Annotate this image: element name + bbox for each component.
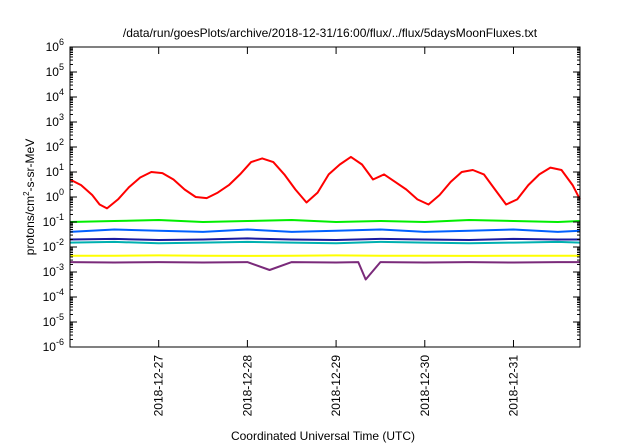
y-tick-label: 106 <box>46 37 64 54</box>
y-tick-label: 102 <box>46 137 64 154</box>
y-axis-label-base: protons/cm <box>23 196 37 255</box>
series-line <box>69 219 581 223</box>
plot-frame <box>69 46 581 348</box>
chart-title: /data/run/goesPlots/archive/2018-12-31/1… <box>123 26 538 40</box>
y-tick-label: 10-5 <box>43 312 64 329</box>
series-line <box>69 261 580 281</box>
y-tick-label: 105 <box>46 62 64 79</box>
y-tick-label: 101 <box>46 162 64 179</box>
x-axis: 2018-12-27 2018-12-28 2018-12-29 2018-12-30… <box>152 47 520 417</box>
series-line <box>69 240 581 245</box>
series-line <box>69 155 581 210</box>
y-axis-label: protons/cm2-s-sr-MeV <box>22 139 37 255</box>
y-axis: 10-6 10-5 10-4 10-3 10-2 10-1 100 101 102 103 104 1… <box>43 37 580 354</box>
x-tick-label: 2018-12-30 <box>418 355 432 417</box>
series-line <box>69 228 581 233</box>
x-tick-label: 2018-12-27 <box>152 355 166 417</box>
y-tick-label: 103 <box>46 112 64 129</box>
x-tick-label: 2018-12-31 <box>506 355 520 417</box>
x-tick-label: 2018-12-28 <box>240 355 254 417</box>
series-layer <box>69 155 581 281</box>
series-line <box>70 254 580 257</box>
y-tick-label: 100 <box>46 187 64 204</box>
x-axis-label: Coordinated Universal Time (UTC) <box>231 429 415 443</box>
y-tick-label: 10-6 <box>43 337 64 354</box>
y-tick-label: 10-1 <box>43 212 64 229</box>
y-tick-label: 10-4 <box>43 287 64 304</box>
x-tick-label: 2018-12-29 <box>329 355 343 417</box>
y-tick-label: 10-3 <box>43 262 64 279</box>
y-axis-label-rest: -s-sr-MeV <box>23 139 37 192</box>
y-axis-label-superscript: 2 <box>22 191 31 196</box>
y-tick-label: 104 <box>46 87 64 104</box>
y-tick-label: 10-2 <box>43 237 64 254</box>
series-line <box>69 237 580 241</box>
